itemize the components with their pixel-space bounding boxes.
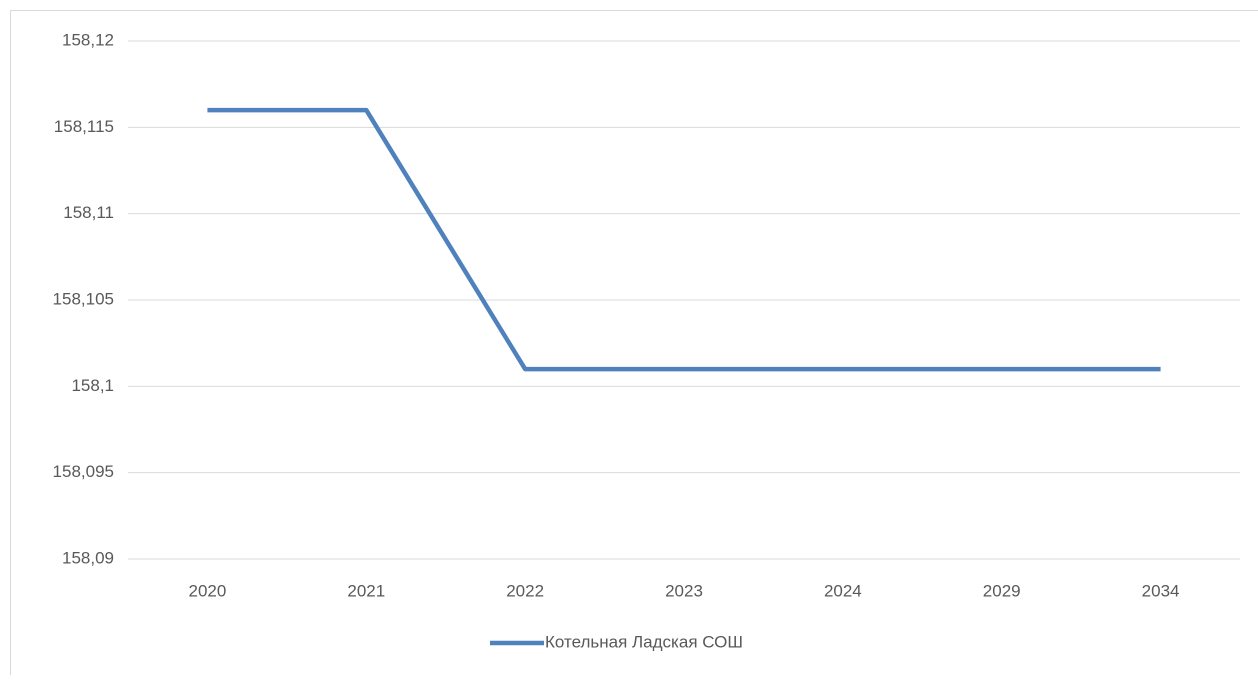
y-tick-label: 158,095 <box>53 462 114 481</box>
x-tick-label: 2022 <box>506 581 544 600</box>
x-tick-label: 2023 <box>665 581 703 600</box>
y-tick-label: 158,11 <box>63 203 114 222</box>
y-tick-label: 158,105 <box>53 289 114 308</box>
x-tick-label: 2024 <box>824 581 862 600</box>
x-tick-label: 2021 <box>347 581 385 600</box>
x-tick-label: 2020 <box>189 581 227 600</box>
x-tick-label: 2029 <box>983 581 1021 600</box>
y-tick-label: 158,115 <box>54 117 114 136</box>
chart-border <box>11 11 1258 676</box>
y-tick-label: 158,12 <box>62 30 114 49</box>
legend-label: Котельная Ладская СОШ <box>545 632 743 651</box>
y-tick-label: 158,09 <box>62 548 114 567</box>
y-tick-label: 158,1 <box>71 376 114 395</box>
x-tick-label: 2034 <box>1142 581 1180 600</box>
data-line <box>207 110 1160 369</box>
